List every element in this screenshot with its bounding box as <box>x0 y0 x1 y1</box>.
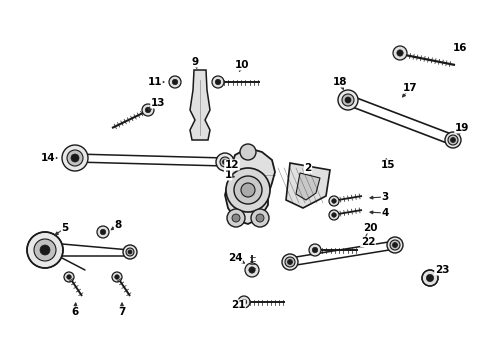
Circle shape <box>387 237 403 253</box>
Circle shape <box>392 243 397 248</box>
Text: 8: 8 <box>114 220 122 230</box>
Circle shape <box>390 240 400 250</box>
Circle shape <box>426 274 434 282</box>
Circle shape <box>397 50 403 56</box>
Polygon shape <box>225 148 275 224</box>
Text: 2: 2 <box>304 163 312 173</box>
Circle shape <box>256 214 264 222</box>
Circle shape <box>232 214 240 222</box>
Polygon shape <box>286 163 330 208</box>
Text: 4: 4 <box>381 208 389 218</box>
Circle shape <box>64 272 74 282</box>
Circle shape <box>126 248 134 256</box>
Text: 5: 5 <box>61 223 69 233</box>
Text: 24: 24 <box>228 253 243 263</box>
Circle shape <box>245 263 259 277</box>
Circle shape <box>282 254 298 270</box>
Circle shape <box>220 157 230 167</box>
Text: 12: 12 <box>225 160 239 170</box>
Circle shape <box>142 104 154 116</box>
Circle shape <box>332 199 336 203</box>
Circle shape <box>241 299 246 305</box>
Circle shape <box>112 272 122 282</box>
Text: 16: 16 <box>453 43 467 53</box>
Circle shape <box>146 107 151 113</box>
Circle shape <box>422 270 438 286</box>
Circle shape <box>445 132 461 148</box>
Circle shape <box>238 296 250 308</box>
Circle shape <box>67 275 71 279</box>
Text: 20: 20 <box>363 223 377 233</box>
Circle shape <box>40 245 50 255</box>
Circle shape <box>285 257 295 267</box>
Circle shape <box>332 213 336 217</box>
Text: 3: 3 <box>381 192 389 202</box>
Circle shape <box>62 145 88 171</box>
Circle shape <box>234 176 262 204</box>
Text: 15: 15 <box>381 160 395 170</box>
Circle shape <box>67 150 83 166</box>
Circle shape <box>216 153 234 171</box>
Circle shape <box>309 244 321 256</box>
Text: 13: 13 <box>151 98 165 108</box>
Text: 18: 18 <box>333 77 347 87</box>
Circle shape <box>115 275 119 279</box>
Circle shape <box>97 226 109 238</box>
Text: 7: 7 <box>118 307 126 317</box>
Circle shape <box>329 210 339 220</box>
Text: 1: 1 <box>224 170 232 180</box>
Circle shape <box>212 76 224 88</box>
Circle shape <box>27 232 63 268</box>
Text: 9: 9 <box>192 57 198 67</box>
Polygon shape <box>296 173 320 200</box>
Circle shape <box>227 209 245 227</box>
Circle shape <box>128 250 132 254</box>
Circle shape <box>249 267 255 273</box>
Circle shape <box>450 138 456 143</box>
Circle shape <box>169 76 181 88</box>
Circle shape <box>448 135 458 145</box>
Text: 10: 10 <box>235 60 249 70</box>
Text: 6: 6 <box>72 307 78 317</box>
Circle shape <box>312 247 318 253</box>
Circle shape <box>240 144 256 160</box>
Circle shape <box>222 159 227 165</box>
Polygon shape <box>190 70 210 140</box>
Text: 22: 22 <box>361 237 375 247</box>
Circle shape <box>226 168 270 212</box>
Circle shape <box>288 260 293 265</box>
Text: 19: 19 <box>455 123 469 133</box>
Circle shape <box>215 79 221 85</box>
Circle shape <box>345 97 351 103</box>
Text: 14: 14 <box>41 153 55 163</box>
Circle shape <box>123 245 137 259</box>
Circle shape <box>393 46 407 60</box>
Circle shape <box>342 94 354 106</box>
Circle shape <box>338 90 358 110</box>
Circle shape <box>34 239 56 261</box>
Circle shape <box>251 209 269 227</box>
Text: 17: 17 <box>403 83 417 93</box>
Text: 23: 23 <box>435 265 449 275</box>
Circle shape <box>241 183 255 197</box>
Text: 21: 21 <box>231 300 245 310</box>
Text: 11: 11 <box>148 77 162 87</box>
Circle shape <box>100 229 106 235</box>
Circle shape <box>329 196 339 206</box>
Circle shape <box>172 79 178 85</box>
Circle shape <box>71 154 79 162</box>
